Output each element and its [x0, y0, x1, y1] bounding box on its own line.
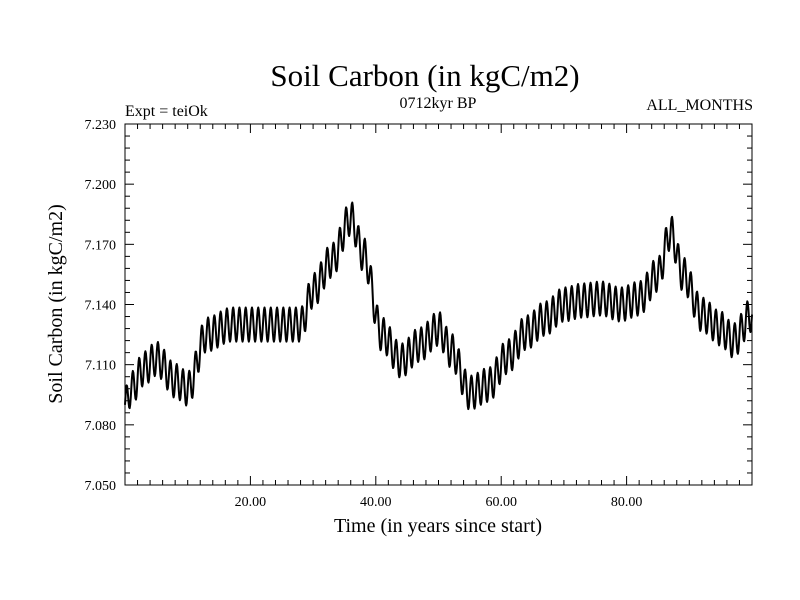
months-label: ALL_MONTHS — [646, 97, 753, 114]
y-tick-label: 7.140 — [85, 299, 117, 314]
soil-carbon-series-line — [124, 201, 753, 411]
x-tick-label: 80.00 — [611, 495, 643, 510]
plot-frame — [124, 123, 753, 486]
y-tick-label: 7.200 — [85, 178, 117, 193]
y-axis-label: Soil Carbon (in kgC/m2) — [45, 204, 67, 403]
x-axis-ticks — [137, 124, 740, 485]
x-axis-tick-labels: 20.00 40.00 60.00 80.00 — [235, 495, 643, 510]
y-tick-label: 7.170 — [85, 238, 117, 253]
chart-title: Soil Carbon (in kgC/m2) — [270, 58, 579, 93]
x-tick-label: 20.00 — [235, 495, 267, 510]
y-axis-ticks — [125, 135, 752, 474]
x-tick-label: 60.00 — [485, 495, 517, 510]
x-tick-label: 40.00 — [360, 495, 392, 510]
experiment-label: Expt = teiOk — [125, 103, 208, 120]
x-axis-label: Time (in years since start) — [334, 515, 542, 537]
y-tick-label: 7.080 — [85, 419, 117, 434]
y-axis-tick-labels: 7.050 7.080 7.110 7.140 7.170 7.200 7.230 — [85, 118, 117, 494]
y-tick-label: 7.230 — [85, 118, 117, 133]
y-tick-label: 7.050 — [85, 479, 117, 494]
y-tick-label: 7.110 — [85, 359, 116, 374]
chart-subtitle: 0712kyr BP — [400, 95, 477, 112]
